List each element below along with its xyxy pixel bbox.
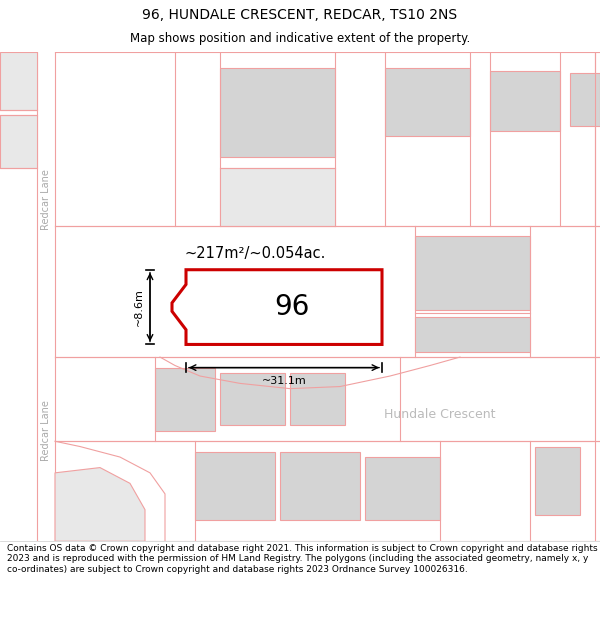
Text: Hundale Crescent: Hundale Crescent [384,409,496,421]
Polygon shape [415,317,530,352]
Polygon shape [570,73,600,126]
Text: ~217m²/~0.054ac.: ~217m²/~0.054ac. [185,246,326,261]
Polygon shape [220,373,285,426]
Polygon shape [172,270,382,344]
Polygon shape [415,236,530,310]
Text: 96, HUNDALE CRESCENT, REDCAR, TS10 2NS: 96, HUNDALE CRESCENT, REDCAR, TS10 2NS [142,8,458,21]
Text: ~8.6m: ~8.6m [134,288,144,326]
Polygon shape [55,468,145,541]
Polygon shape [490,71,560,131]
Polygon shape [385,68,470,136]
Text: Redcar Lane: Redcar Lane [41,400,51,461]
Polygon shape [0,52,37,110]
Polygon shape [365,457,440,520]
Text: Map shows position and indicative extent of the property.: Map shows position and indicative extent… [130,32,470,46]
Polygon shape [220,68,335,157]
Polygon shape [535,446,580,515]
Polygon shape [290,373,345,426]
Text: Contains OS data © Crown copyright and database right 2021. This information is : Contains OS data © Crown copyright and d… [7,544,598,574]
Polygon shape [195,452,275,520]
Polygon shape [0,115,37,168]
Text: ~31.1m: ~31.1m [262,376,307,386]
Polygon shape [220,168,335,226]
Text: Redcar Lane: Redcar Lane [41,169,51,229]
Polygon shape [155,368,215,431]
Text: 96: 96 [274,293,310,321]
Polygon shape [280,452,360,520]
